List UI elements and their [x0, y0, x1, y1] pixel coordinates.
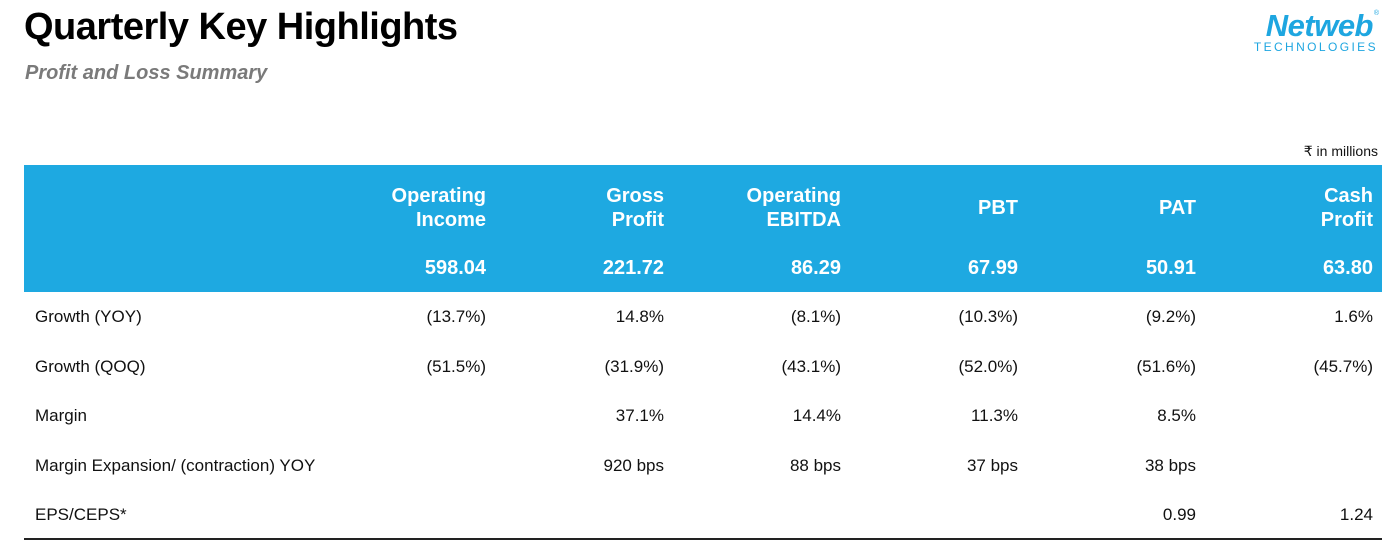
column-header-gross-profit: Gross Profit: [606, 184, 664, 232]
table-header-band: Operating Income Gross Profit Operating …: [24, 165, 1382, 292]
column-header-line2: Profit: [1320, 209, 1373, 231]
table-cell: 920 bps: [603, 455, 665, 475]
table-cell: 14.4%: [792, 406, 841, 426]
logo-wordmark: Netweb: [1265, 8, 1374, 43]
table-cell: 11.3%: [971, 406, 1018, 426]
table-cell: 38 bps: [1144, 455, 1196, 475]
column-header-line1: PAT: [1158, 197, 1196, 219]
table-cell: (10.3%): [958, 307, 1018, 326]
table-cell: (9.2%): [1145, 307, 1196, 326]
table-cell: (13.7%): [426, 307, 486, 326]
header-value-operating-ebitda: 86.29: [790, 257, 841, 279]
column-header-line1: Operating: [746, 185, 841, 207]
page-subtitle: Profit and Loss Summary: [25, 62, 268, 84]
table-cell: (51.5%): [426, 356, 486, 376]
column-header-line1: PBT: [978, 197, 1018, 219]
table-bottom-divider: [24, 538, 1382, 540]
column-header-line2: Income: [415, 209, 486, 231]
column-header-cash-profit: Cash Profit: [1321, 184, 1373, 232]
logo-tagline: TECHNOLOGIES: [1253, 40, 1378, 54]
table-row-eps-ceps: EPS/CEPS* 0.99 1.24: [24, 490, 1382, 540]
table-row-margin-expansion: Margin Expansion/ (contraction) YOY 920 …: [24, 441, 1382, 491]
header-value-operating-income: 598.04: [424, 257, 486, 279]
column-header-pbt: PBT: [978, 184, 1018, 232]
table-cell: 0.99: [1162, 505, 1196, 525]
column-header-operating-ebitda: Operating EBITDA: [747, 184, 841, 232]
table-cell: (8.1%): [790, 307, 841, 326]
table-cell: 37 bps: [966, 455, 1018, 475]
table-cell: 37.1%: [615, 406, 664, 426]
row-label: Margin: [35, 406, 87, 426]
column-header-line2: EBITDA: [766, 209, 841, 231]
column-header-line1: Cash: [1324, 185, 1373, 207]
column-header-line2: Profit: [611, 209, 664, 231]
header-value-cash-profit: 63.80: [1322, 257, 1373, 279]
pl-summary-table: Operating Income Gross Profit Operating …: [24, 165, 1382, 540]
column-header-operating-income: Operating Income: [392, 184, 486, 232]
table-cell: (43.1%): [781, 356, 841, 376]
table-cell: 88 bps: [789, 455, 841, 475]
header-value-pbt: 67.99: [967, 257, 1018, 279]
table-cell: (51.6%): [1136, 356, 1196, 376]
table-cell: (52.0%): [958, 356, 1018, 376]
column-header-line1: Operating: [391, 185, 486, 207]
row-label: Growth (YOY): [35, 307, 142, 326]
row-label: EPS/CEPS*: [35, 505, 127, 525]
page-title: Quarterly Key Highlights: [24, 6, 458, 48]
header-value-pat: 50.91: [1145, 257, 1196, 279]
row-label: Growth (QOQ): [35, 356, 146, 376]
logo-registered-mark: ®: [1373, 10, 1379, 17]
table-cell: 1.24: [1339, 505, 1373, 525]
header-value-gross-profit: 221.72: [602, 257, 664, 279]
row-label: Margin Expansion/ (contraction) YOY: [35, 455, 316, 475]
table-cell: (31.9%): [604, 356, 664, 376]
units-note: ₹ in millions: [1303, 143, 1378, 159]
column-header-pat: PAT: [1159, 184, 1196, 232]
table-row-growth-yoy: Growth (YOY) (13.7%) 14.8% (8.1%) (10.3%…: [24, 292, 1382, 342]
table-row-growth-qoq: Growth (QOQ) (51.5%) (31.9%) (43.1%) (52…: [24, 342, 1382, 392]
column-header-line1: Gross: [606, 185, 664, 207]
table-row-margin: Margin 37.1% 14.4% 11.3% 8.5%: [24, 391, 1382, 441]
table-cell: 14.8%: [615, 307, 664, 326]
table-cell: 1.6%: [1334, 307, 1373, 326]
company-logo: Netweb ® TECHNOLOGIES: [1234, 8, 1379, 54]
table-cell: 8.5%: [1157, 406, 1196, 426]
table-cell: (45.7%): [1313, 356, 1373, 376]
